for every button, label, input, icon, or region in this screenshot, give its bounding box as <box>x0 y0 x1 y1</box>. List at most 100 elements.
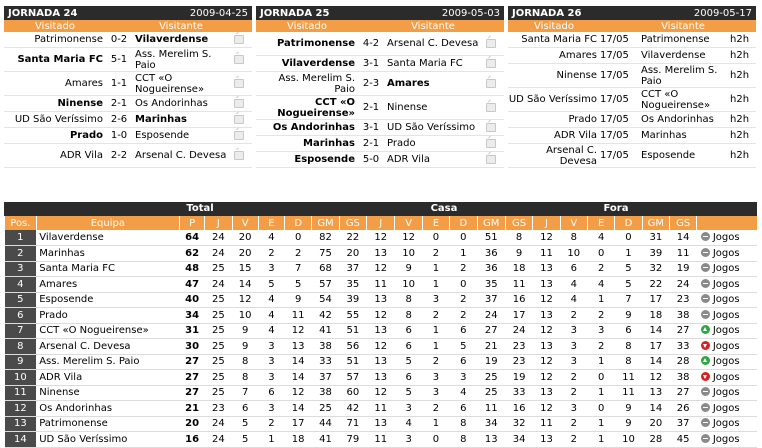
team-name[interactable]: ADR Vila <box>36 369 180 386</box>
away-team[interactable]: Arsenal C. Devesa <box>387 38 479 49</box>
h2h-link[interactable]: h2h <box>730 50 750 61</box>
home-team[interactable]: Prado <box>69 130 103 141</box>
jogos-link[interactable]: Jogos <box>712 433 740 445</box>
team-name[interactable]: Ass. Merelim S. Paio <box>36 354 180 370</box>
jogos-link[interactable]: Jogos <box>712 340 740 352</box>
team-name[interactable]: Os Andorinhas <box>36 400 180 417</box>
game-score[interactable]: 1-1 <box>110 78 128 89</box>
game-score[interactable]: 2-3 <box>362 78 380 89</box>
game-score[interactable]: 1-0 <box>110 130 128 141</box>
h2h-link[interactable]: h2h <box>730 150 750 161</box>
game-score[interactable]: 2-1 <box>110 98 128 109</box>
home-team[interactable]: Ninense <box>556 70 597 81</box>
home-team[interactable]: Amares <box>65 78 103 89</box>
team-name[interactable]: Vilaverdense <box>36 230 180 246</box>
game-score[interactable]: 0-2 <box>110 34 128 45</box>
away-team[interactable]: CCT «O Nogueirense» <box>135 72 205 95</box>
jogos-link[interactable]: Jogos <box>712 356 740 368</box>
away-team[interactable]: Esposende <box>641 150 696 161</box>
home-team[interactable]: Ass. Merelim S. Paio <box>278 72 355 95</box>
team-name[interactable]: Ninense <box>36 385 180 401</box>
home-team[interactable]: Marinhas <box>303 138 355 149</box>
jogos-link[interactable]: Jogos <box>712 387 740 399</box>
away-team[interactable]: Prado <box>387 138 416 149</box>
stat-cell: 1 <box>422 276 450 293</box>
away-team[interactable]: Esposende <box>135 130 190 141</box>
jogos-link[interactable]: Jogos <box>712 247 740 259</box>
away-team[interactable]: Marinhas <box>641 130 687 141</box>
away-team[interactable]: Santa Maria FC <box>387 58 463 69</box>
away-team[interactable]: Arsenal C. Devesa <box>135 150 227 161</box>
home-team[interactable]: Santa Maria FC <box>17 54 103 65</box>
game-score[interactable]: 2-2 <box>110 150 128 161</box>
h2h-link[interactable]: h2h <box>730 34 750 45</box>
trend-cell: Jogos <box>696 400 757 417</box>
home-team[interactable]: ADR Vila <box>60 150 103 161</box>
home-team[interactable]: Santa Maria FC <box>521 34 597 45</box>
arrow-down-icon <box>700 340 710 350</box>
team-name[interactable]: Marinhas <box>36 245 180 262</box>
h2h-link[interactable]: h2h <box>730 94 750 105</box>
home-team[interactable]: Vilaverdense <box>281 58 355 69</box>
team-name[interactable]: Patrimonense <box>36 416 180 432</box>
team-name[interactable]: Prado <box>36 307 180 324</box>
team-name[interactable]: Santa Maria FC <box>36 261 180 277</box>
away-section-label: Fora <box>603 203 629 214</box>
stat-cell: 12 <box>284 385 312 401</box>
jogos-link[interactable]: Jogos <box>712 309 740 321</box>
table-row: 9 Ass. Merelim S. Paio 27 25 8 3 14 33 51 13 5 2 6 19… <box>4 354 757 370</box>
away-team[interactable]: Amares <box>387 78 430 89</box>
jogos-link[interactable]: Jogos <box>712 232 740 243</box>
jogos-link[interactable]: Jogos <box>712 278 740 290</box>
game-score[interactable]: 3-1 <box>362 122 380 133</box>
team-name[interactable]: UD São Veríssimo <box>36 431 180 448</box>
away-team[interactable]: ADR Vila <box>387 154 430 165</box>
away-team[interactable]: Patrimonense <box>641 34 710 45</box>
away-team[interactable]: Vilaverdense <box>135 34 209 45</box>
home-team[interactable]: Patrimonense <box>277 38 355 49</box>
jogos-link[interactable]: Jogos <box>712 263 740 275</box>
home-team[interactable]: CCT «O Nogueirense» <box>277 96 355 119</box>
home-team[interactable]: UD São Veríssimo <box>508 94 597 105</box>
game-score[interactable]: 3-1 <box>362 58 380 69</box>
home-team[interactable]: Amares <box>559 50 597 61</box>
game-score[interactable]: 2-1 <box>362 102 380 113</box>
home-team[interactable]: Os Andorinhas <box>272 122 355 133</box>
away-team[interactable]: Os Andorinhas <box>641 114 714 125</box>
jogos-link[interactable]: Jogos <box>712 371 740 383</box>
h2h-link[interactable]: h2h <box>730 70 750 81</box>
home-team[interactable]: Prado <box>568 114 597 125</box>
away-team[interactable]: Marinhas <box>135 114 187 125</box>
stat-cell: 23 <box>669 292 697 308</box>
home-team[interactable]: ADR Vila <box>554 130 597 141</box>
home-team[interactable]: UD São Veríssimo <box>14 114 103 125</box>
away-team[interactable]: CCT «O Nogueirense» <box>641 88 711 111</box>
stat-cell: 11 <box>532 416 561 432</box>
column-header: Equipa <box>35 216 180 230</box>
jogos-link[interactable]: Jogos <box>712 325 740 337</box>
game-score[interactable]: 2-1 <box>362 138 380 149</box>
away-team[interactable]: Ass. Merelim S. Paio <box>135 48 212 71</box>
team-name[interactable]: Esposende <box>36 292 180 308</box>
home-team[interactable]: Ninense <box>57 98 103 109</box>
home-team[interactable]: Arsenal C. Devesa <box>546 144 597 167</box>
game-score[interactable]: 4-2 <box>362 38 380 49</box>
team-name[interactable]: Amares <box>36 276 180 293</box>
away-team[interactable]: Ass. Merelim S. Paio <box>641 64 718 87</box>
away-team[interactable]: Os Andorinhas <box>135 98 208 109</box>
h2h-link[interactable]: h2h <box>730 114 750 125</box>
away-team[interactable]: UD São Veríssimo <box>387 122 476 133</box>
jogos-link[interactable]: Jogos <box>712 294 740 306</box>
h2h-link[interactable]: h2h <box>730 130 750 141</box>
away-team[interactable]: Vilaverdense <box>641 50 706 61</box>
jogos-link[interactable]: Jogos <box>712 418 740 430</box>
jogos-link[interactable]: Jogos <box>712 402 740 414</box>
away-team[interactable]: Ninense <box>387 102 428 113</box>
home-team[interactable]: Patrimonense <box>34 34 103 45</box>
team-name[interactable]: Arsenal C. Devesa <box>36 338 180 355</box>
game-score[interactable]: 5-1 <box>110 54 128 65</box>
team-name[interactable]: CCT «O Nogueirense» <box>36 323 180 339</box>
game-score[interactable]: 2-6 <box>110 114 128 125</box>
home-team[interactable]: Esposende <box>294 154 355 165</box>
game-score[interactable]: 5-0 <box>362 154 380 165</box>
